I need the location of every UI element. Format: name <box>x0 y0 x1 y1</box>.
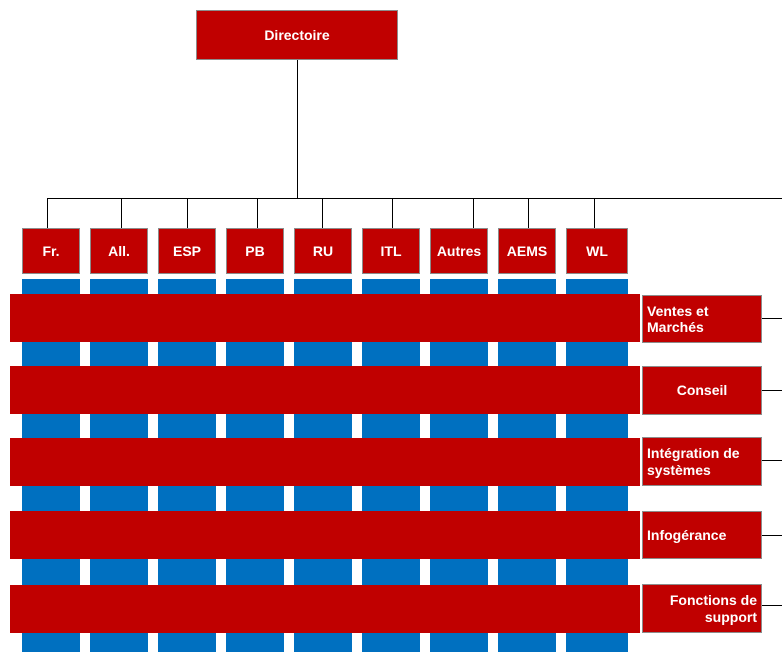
country-box: All. <box>90 228 148 274</box>
business-line-box: Infogérance <box>642 511 762 559</box>
business-band <box>10 511 640 559</box>
business-band <box>10 438 640 486</box>
country-label: PB <box>245 242 265 259</box>
country-label: Autres <box>436 242 482 259</box>
business-band <box>10 294 640 342</box>
business-line-label: Conseil <box>676 382 728 399</box>
business-line-box: Conseil <box>642 366 762 415</box>
country-box: RU <box>294 228 352 274</box>
country-label: ESP <box>172 242 201 259</box>
country-box: ITL <box>362 228 420 274</box>
country-label: Fr. <box>42 242 60 259</box>
business-line-label: Intégration de systèmes <box>647 445 740 478</box>
business-line-label: Fonctions de support <box>669 592 757 625</box>
country-label: WL <box>586 242 608 259</box>
business-line-label: Ventes et Marchés <box>647 302 709 335</box>
country-label: AEMS <box>506 242 548 259</box>
root-label: Directoire <box>264 26 330 43</box>
country-label: All. <box>108 242 130 259</box>
business-line-label: Infogérance <box>647 526 727 543</box>
country-box: AEMS <box>498 228 556 274</box>
business-band <box>10 585 640 633</box>
root-box: Directoire <box>196 10 398 60</box>
country-label: ITL <box>380 242 402 259</box>
country-box: PB <box>226 228 284 274</box>
business-band <box>10 366 640 414</box>
business-line-box: Intégration de systèmes <box>642 437 762 486</box>
country-box: Fr. <box>22 228 80 274</box>
country-box: Autres <box>430 228 488 274</box>
country-box: WL <box>566 228 628 274</box>
country-box: ESP <box>158 228 216 274</box>
country-label: RU <box>312 242 334 259</box>
business-line-box: Ventes et Marchés <box>642 295 762 343</box>
business-line-box: Fonctions de support <box>642 584 762 633</box>
